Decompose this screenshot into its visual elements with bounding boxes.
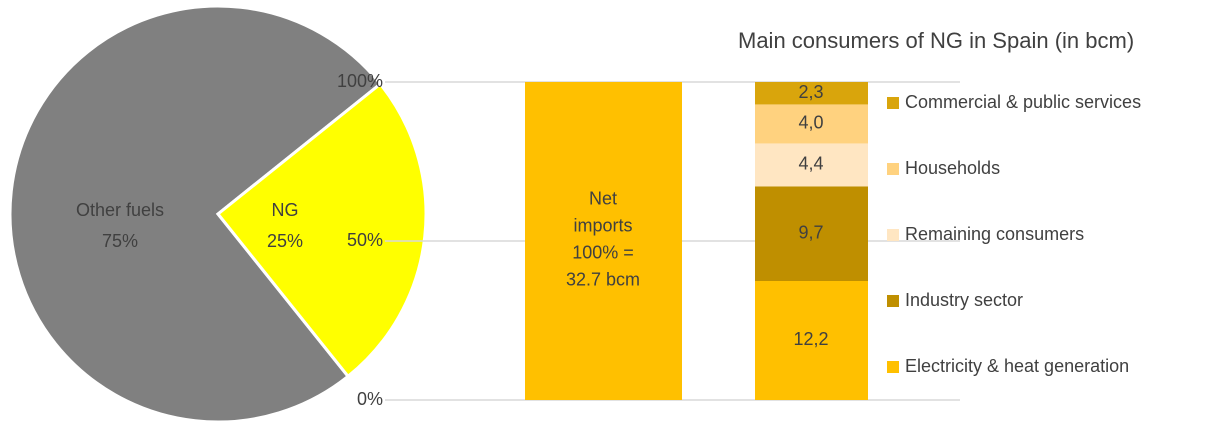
legend-label: Remaining consumers bbox=[905, 224, 1084, 244]
legend-swatch bbox=[887, 97, 899, 109]
segment-label: 12,2 bbox=[793, 329, 828, 349]
stack-segment bbox=[755, 280, 868, 400]
bar-annotation: 32.7 bcm bbox=[566, 269, 640, 289]
slice-label: NG bbox=[272, 200, 299, 220]
pie-slice bbox=[8, 4, 383, 424]
legend-label: Industry sector bbox=[905, 290, 1023, 310]
legend-label: Electricity & heat generation bbox=[905, 356, 1129, 376]
legend-label: Commercial & public services bbox=[905, 92, 1141, 112]
segment-label: 4,4 bbox=[798, 154, 823, 174]
legend-swatch bbox=[887, 163, 899, 175]
y-tick-label: 100% bbox=[337, 71, 383, 91]
y-tick-label: 50% bbox=[347, 230, 383, 250]
stack-segment bbox=[755, 104, 868, 144]
y-tick-label: 0% bbox=[357, 389, 383, 409]
slice-value-label: 75% bbox=[102, 231, 138, 251]
segment-label: 2,3 bbox=[798, 82, 823, 102]
bar bbox=[525, 82, 682, 400]
chart-title: Main consumers of NG in Spain (in bcm) bbox=[738, 28, 1134, 53]
pie-slice bbox=[215, 81, 428, 379]
legend-swatch bbox=[887, 295, 899, 307]
stack-segment bbox=[755, 143, 868, 187]
bar-annotation: Net bbox=[589, 188, 617, 208]
legend-swatch bbox=[887, 229, 899, 241]
slice-value-label: 25% bbox=[267, 231, 303, 251]
stack-segment bbox=[755, 186, 868, 281]
bar-annotation: imports bbox=[573, 215, 632, 235]
segment-label: 9,7 bbox=[798, 222, 823, 242]
bar-annotation: 100% = bbox=[572, 242, 634, 262]
legend-swatch bbox=[887, 361, 899, 373]
slice-label: Other fuels bbox=[76, 200, 164, 220]
segment-label: 4,0 bbox=[798, 113, 823, 133]
stack-segment bbox=[755, 82, 868, 105]
legend-label: Households bbox=[905, 158, 1000, 178]
